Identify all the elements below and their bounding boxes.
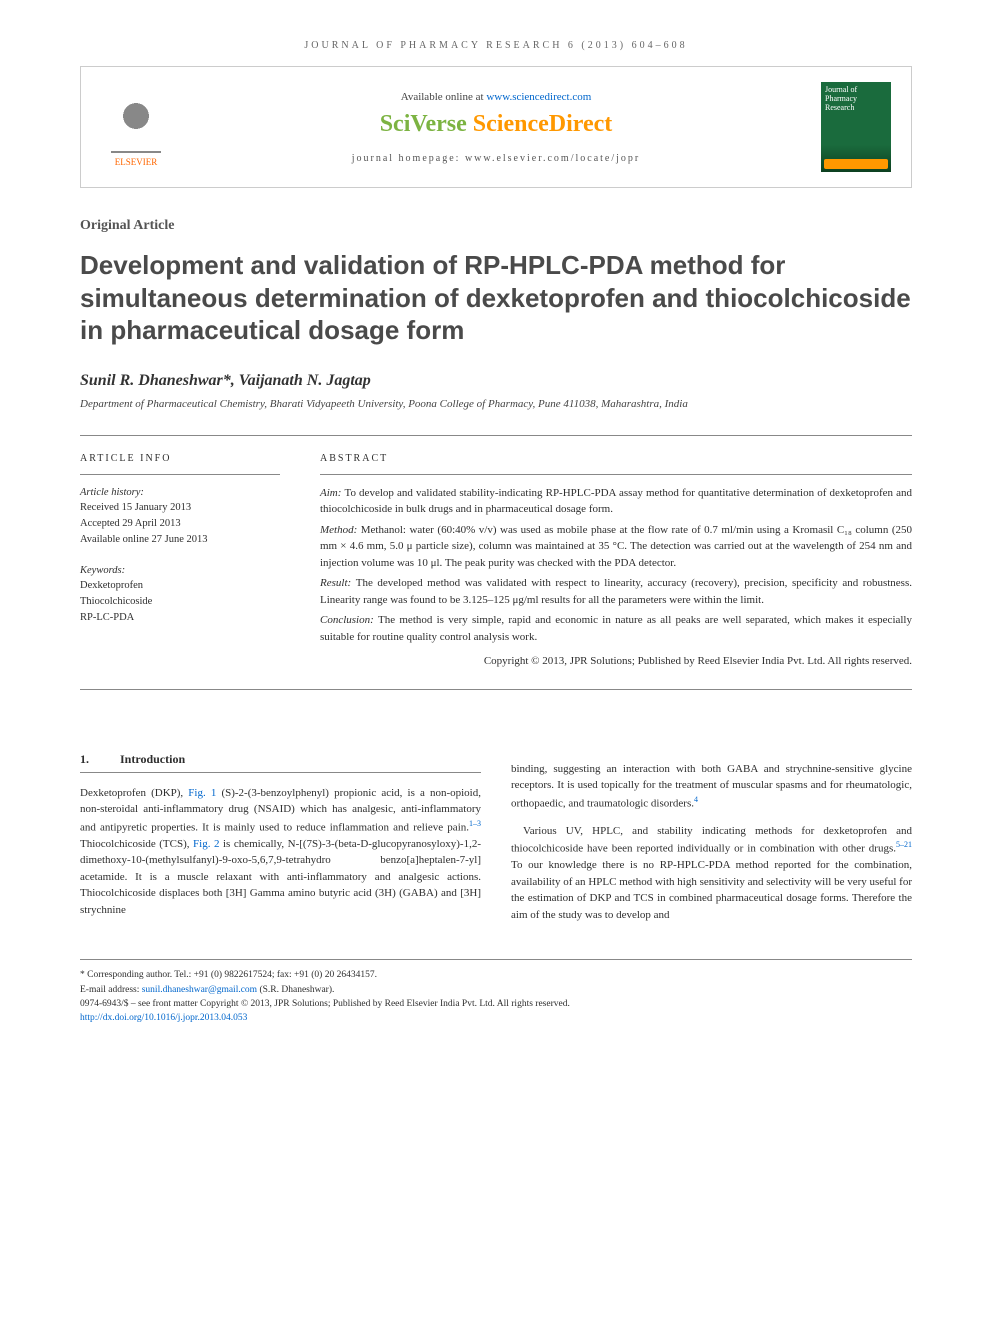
fig1-link[interactable]: Fig. 1 — [188, 787, 216, 799]
email-label: E-mail address: — [80, 985, 142, 995]
issn-line: 0974-6943/$ – see front matter Copyright… — [80, 997, 912, 1011]
homepage-prefix: journal homepage: — [352, 153, 465, 164]
info-abstract-row: ARTICLE INFO Article history: Received 1… — [80, 435, 912, 690]
online-date: Available online 27 June 2013 — [80, 532, 280, 548]
ref-1-3[interactable]: 1–3 — [469, 819, 481, 828]
section-1-title: Introduction — [120, 752, 185, 766]
method-text: Methanol: water (60:40% v/v) was used as… — [320, 524, 912, 569]
doi-link[interactable]: http://dx.doi.org/10.1016/j.jopr.2013.04… — [80, 1013, 247, 1023]
abstract-copyright: Copyright © 2013, JPR Solutions; Publish… — [320, 653, 912, 670]
email-link[interactable]: sunil.dhaneshwar@gmail.com — [142, 985, 257, 995]
keywords-block: Keywords: Dexketoprofen Thiocolchicoside… — [80, 563, 280, 626]
abstract-method: Method: Methanol: water (60:40% v/v) was… — [320, 522, 912, 572]
column-left: 1.Introduction Dexketoprofen (DKP), Fig.… — [80, 750, 481, 935]
article-title: Development and validation of RP-HPLC-PD… — [80, 249, 912, 347]
cover-badge — [824, 159, 888, 169]
email-line: E-mail address: sunil.dhaneshwar@gmail.c… — [80, 983, 912, 997]
article-info: ARTICLE INFO Article history: Received 1… — [80, 436, 280, 689]
affiliation: Department of Pharmaceutical Chemistry, … — [80, 398, 912, 410]
conclusion-label: Conclusion: — [320, 614, 378, 626]
keyword-1: Dexketoprofen — [80, 578, 280, 594]
sciverse-logo: SciVerse ScienceDirect — [191, 111, 801, 138]
column-right: binding, suggesting an interaction with … — [511, 750, 912, 935]
keyword-2: Thiocolchicoside — [80, 594, 280, 610]
abstract: ABSTRACT Aim: To develop and validated s… — [320, 436, 912, 689]
conclusion-text: The method is very simple, rapid and eco… — [320, 614, 912, 643]
body-columns: 1.Introduction Dexketoprofen (DKP), Fig.… — [80, 750, 912, 935]
article-history: Article history: Received 15 January 201… — [80, 485, 280, 548]
corresponding-author: * Corresponding author. Tel.: +91 (0) 98… — [80, 968, 912, 982]
article-type: Original Article — [80, 218, 912, 234]
running-head: JOURNAL OF PHARMACY RESEARCH 6 (2013) 60… — [80, 40, 912, 51]
available-online: Available online at www.sciencedirect.co… — [191, 91, 801, 103]
intro-text-1a: Dexketoprofen (DKP), — [80, 787, 188, 799]
received-date: Received 15 January 2013 — [80, 500, 280, 516]
abstract-result: Result: The developed method was validat… — [320, 575, 912, 608]
accepted-date: Accepted 29 April 2013 — [80, 516, 280, 532]
abstract-aim: Aim: To develop and validated stability-… — [320, 485, 912, 518]
aim-label: Aim: — [320, 487, 345, 499]
intro-para-2: binding, suggesting an interaction with … — [511, 761, 912, 812]
keywords-label: Keywords: — [80, 563, 280, 579]
intro-text-3b: To our knowledge there is no RP-HPLC-PDA… — [511, 859, 912, 921]
intro-para-3: Various UV, HPLC, and stability indicati… — [511, 823, 912, 924]
ref-5-21[interactable]: 5–21 — [896, 840, 912, 849]
result-label: Result: — [320, 577, 356, 589]
elsevier-logo: ELSEVIER — [101, 87, 171, 167]
section-1-heading: 1.Introduction — [80, 750, 481, 773]
header-center: Available online at www.sciencedirect.co… — [191, 91, 801, 164]
sciverse-word-b: ScienceDirect — [473, 111, 613, 137]
fig2-link[interactable]: Fig. 2 — [193, 838, 219, 850]
intro-text-1c: Thiocolchicoside (TCS), — [80, 838, 193, 850]
result-text: The developed method was validated with … — [320, 577, 912, 606]
abstract-heading: ABSTRACT — [320, 451, 912, 475]
intro-text-2a: binding, suggesting an interaction with … — [511, 763, 912, 810]
homepage-url: www.elsevier.com/locate/jopr — [465, 153, 640, 164]
article-info-heading: ARTICLE INFO — [80, 451, 280, 475]
cover-journal-name: Pharmacy Research — [825, 95, 887, 113]
available-prefix: Available online at — [401, 91, 487, 103]
history-label: Article history: — [80, 485, 280, 501]
email-suffix: (S.R. Dhaneshwar). — [257, 985, 334, 995]
ref-4[interactable]: 4 — [694, 795, 698, 804]
intro-text-3a: Various UV, HPLC, and stability indicati… — [511, 825, 912, 855]
journal-header: ELSEVIER Available online at www.science… — [80, 66, 912, 188]
elsevier-label: ELSEVIER — [115, 157, 158, 167]
intro-para-1: Dexketoprofen (DKP), Fig. 1 (S)-2-(3-ben… — [80, 785, 481, 919]
section-1-num: 1. — [80, 750, 120, 768]
elsevier-tree-icon — [111, 101, 161, 153]
sciverse-word-a: SciVerse — [380, 111, 473, 137]
authors: Sunil R. Dhaneshwar*, Vaijanath N. Jagta… — [80, 372, 912, 390]
aim-text: To develop and validated stability-indic… — [320, 487, 912, 516]
journal-cover: Journal of Pharmacy Research — [821, 82, 891, 172]
keyword-3: RP-LC-PDA — [80, 610, 280, 626]
sciencedirect-link[interactable]: www.sciencedirect.com — [486, 91, 591, 103]
doi-line: http://dx.doi.org/10.1016/j.jopr.2013.04… — [80, 1011, 912, 1025]
journal-homepage: journal homepage: www.elsevier.com/locat… — [191, 153, 801, 164]
footnotes: * Corresponding author. Tel.: +91 (0) 98… — [80, 959, 912, 1025]
abstract-conclusion: Conclusion: The method is very simple, r… — [320, 612, 912, 645]
method-label: Method: — [320, 524, 361, 536]
